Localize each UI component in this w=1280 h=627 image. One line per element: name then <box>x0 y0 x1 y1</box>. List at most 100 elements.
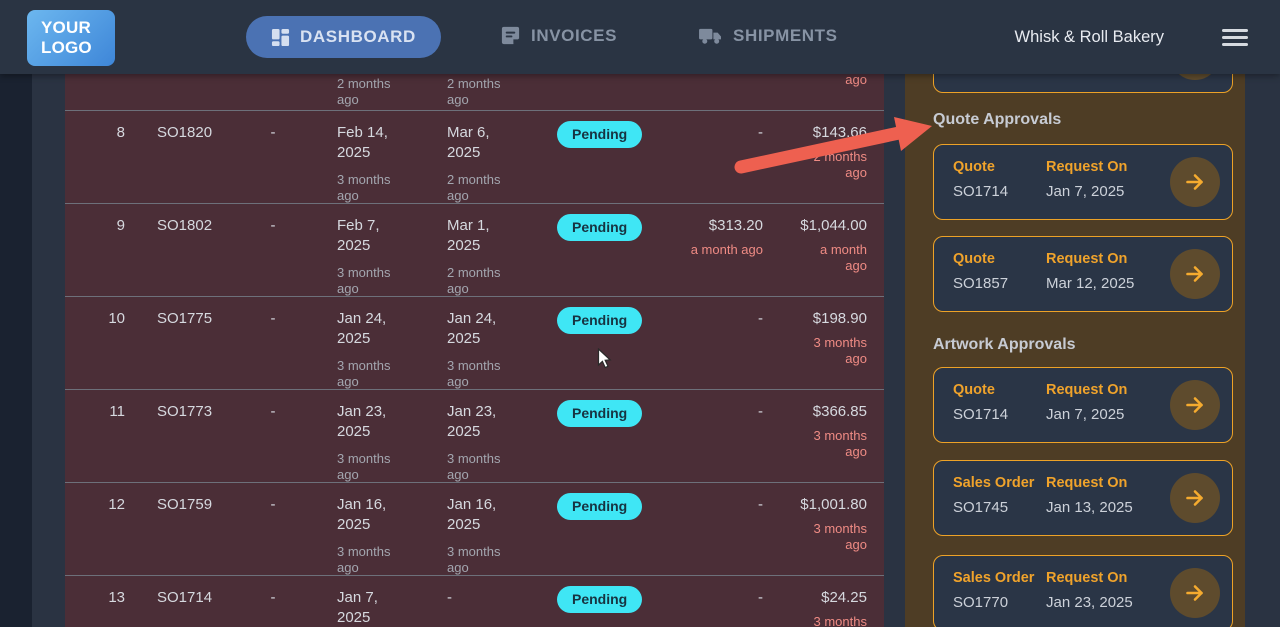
total-relative: 2 months ago <box>813 149 867 180</box>
table-row-partial[interactable]: 2 months ago 2 months ago ago <box>65 74 884 110</box>
invoice-icon <box>501 26 520 45</box>
row-number: 12 <box>108 496 125 513</box>
total-relative: 3 months ago <box>813 428 867 459</box>
order-id: SO1714 <box>157 589 213 606</box>
request-on-label: Request On <box>1046 475 1128 491</box>
ship-date: Mar 6, 2025 <box>447 124 490 161</box>
order-date: Jan 24, 2025 <box>337 310 387 347</box>
open-approval-button[interactable] <box>1170 568 1220 618</box>
order-date-relative: 3 months ago <box>337 265 391 296</box>
open-approval-button[interactable] <box>1170 473 1220 523</box>
order-id: SO1759 <box>157 496 213 513</box>
customer-cell: - <box>270 496 276 513</box>
arrow-right-icon <box>1186 585 1203 601</box>
total-relative: 3 months ago <box>813 614 867 627</box>
open-approval-button[interactable] <box>1170 249 1220 299</box>
arrow-right-icon <box>1186 266 1203 282</box>
doc-number: SO1745 <box>953 499 1009 516</box>
ship-date: Jan 16, 2025 <box>447 496 497 533</box>
customer-cell: - <box>270 310 276 327</box>
total-relative: a month ago <box>820 242 867 273</box>
row-number: 10 <box>108 310 125 327</box>
tab-dashboard[interactable]: DASHBOARD <box>246 16 441 58</box>
tab-label: DASHBOARD <box>300 27 416 46</box>
doc-type-label: Quote <box>953 251 995 267</box>
doc-type-label: Quote <box>953 159 995 175</box>
hamburger-icon[interactable] <box>1222 29 1248 46</box>
request-on-label: Request On <box>1046 159 1128 175</box>
request-on-label: Request On <box>1046 251 1128 267</box>
row-number: 13 <box>108 589 125 606</box>
open-approval-button[interactable] <box>1170 157 1220 207</box>
request-on-label: Request On <box>1046 382 1128 398</box>
doc-type-label: Sales Order <box>953 475 1035 491</box>
customer-cell: - <box>270 124 276 141</box>
approval-card: Quote SO1714 Request On Jan 7, 2025 <box>933 367 1233 443</box>
request-date: Mar 12, 2025 <box>1046 275 1135 292</box>
ship-date-relative: 3 months ago <box>447 358 501 389</box>
amount-value: - <box>758 403 763 420</box>
order-date-relative: 3 months ago <box>337 358 391 389</box>
doc-number: SO1857 <box>953 275 1009 292</box>
doc-number: SO1770 <box>953 594 1009 611</box>
total-relative: 3 months ago <box>813 521 867 552</box>
status-badge: Pending <box>557 307 643 334</box>
logo[interactable]: YOUR LOGO <box>27 10 115 66</box>
order-date: Feb 14, 2025 <box>337 124 388 161</box>
grid-icon <box>271 28 290 46</box>
table-row[interactable]: 8 SO1820 - Feb 14, 2025 3 months ago Mar … <box>65 110 884 203</box>
truck-icon <box>699 28 721 44</box>
approval-card: Sales Order SO1745 Request On Jan 13, 2025 <box>933 460 1233 536</box>
arrow-right-icon <box>1186 397 1203 413</box>
table-row[interactable]: 13 SO1714 - Jan 7, 2025 - Pending - $24.… <box>65 575 884 627</box>
status-badge: Pending <box>557 214 643 241</box>
tab-invoices[interactable]: INVOICES <box>500 25 617 46</box>
doc-number: SO1714 <box>953 406 1009 423</box>
tab-shipments[interactable]: SHIPMENTS <box>698 25 838 46</box>
doc-type-label: Quote <box>953 382 995 398</box>
total-value: $24.25 <box>821 589 867 606</box>
amount-value: - <box>758 310 763 327</box>
approval-card: Quote SO1857 Request On Mar 12, 2025 <box>933 236 1233 312</box>
table-row[interactable]: 9 SO1802 - Feb 7, 2025 3 months ago Mar 1… <box>65 203 884 296</box>
table-row[interactable]: 12 SO1759 - Jan 16, 2025 3 months ago Jan… <box>65 482 884 575</box>
total-value: $1,001.80 <box>800 496 867 513</box>
tab-label: INVOICES <box>531 25 618 45</box>
order-date-relative: 3 months ago <box>337 451 391 482</box>
top-nav: YOUR LOGO DASHBOARD INVOICES SHIPMENTS W… <box>0 0 1280 74</box>
amount-value: $313.20 <box>708 217 763 234</box>
status-badge: Pending <box>557 121 643 148</box>
arrow-right-icon <box>1186 490 1203 506</box>
left-gutter <box>0 74 32 627</box>
approval-card: Quote SO1714 Request On Jan 7, 2025 <box>933 144 1233 220</box>
status-badge: Pending <box>557 400 643 427</box>
amount-value: - <box>758 124 763 141</box>
order-date: Jan 23, 2025 <box>337 403 387 440</box>
logo-line1: YOUR <box>41 17 91 37</box>
section-title: Quote Approvals <box>933 111 1062 128</box>
open-approval-button[interactable] <box>1170 380 1220 430</box>
open-approval-button[interactable] <box>1170 74 1220 80</box>
doc-type-label: Sales Order <box>953 570 1035 586</box>
ship-date: - <box>447 589 452 606</box>
total-value: $366.85 <box>812 403 867 420</box>
tab-label: SHIPMENTS <box>733 25 838 45</box>
table-row[interactable]: 11 SO1773 - Jan 23, 2025 3 months ago Jan… <box>65 389 884 482</box>
customer-cell: - <box>270 403 276 420</box>
table-row[interactable]: 10 SO1775 - Jan 24, 2025 3 months ago Jan… <box>65 296 884 389</box>
order-date: Feb 7, 2025 <box>337 217 380 254</box>
amount-value: - <box>758 496 763 513</box>
order-date-relative: 2 months ago <box>337 76 391 107</box>
ship-date: Jan 24, 2025 <box>447 310 497 347</box>
total-relative: 3 months ago <box>813 335 867 366</box>
order-id: SO1775 <box>157 310 213 327</box>
order-date: Jan 7, 2025 <box>337 589 378 626</box>
order-id: SO1820 <box>157 124 213 141</box>
ship-date-relative: 2 months ago <box>447 172 501 203</box>
section-title: Artwork Approvals <box>933 336 1076 353</box>
ship-date: Jan 23, 2025 <box>447 403 497 440</box>
amount-value: - <box>758 589 763 606</box>
status-badge: Pending <box>557 493 643 520</box>
row-number: 8 <box>116 124 125 141</box>
